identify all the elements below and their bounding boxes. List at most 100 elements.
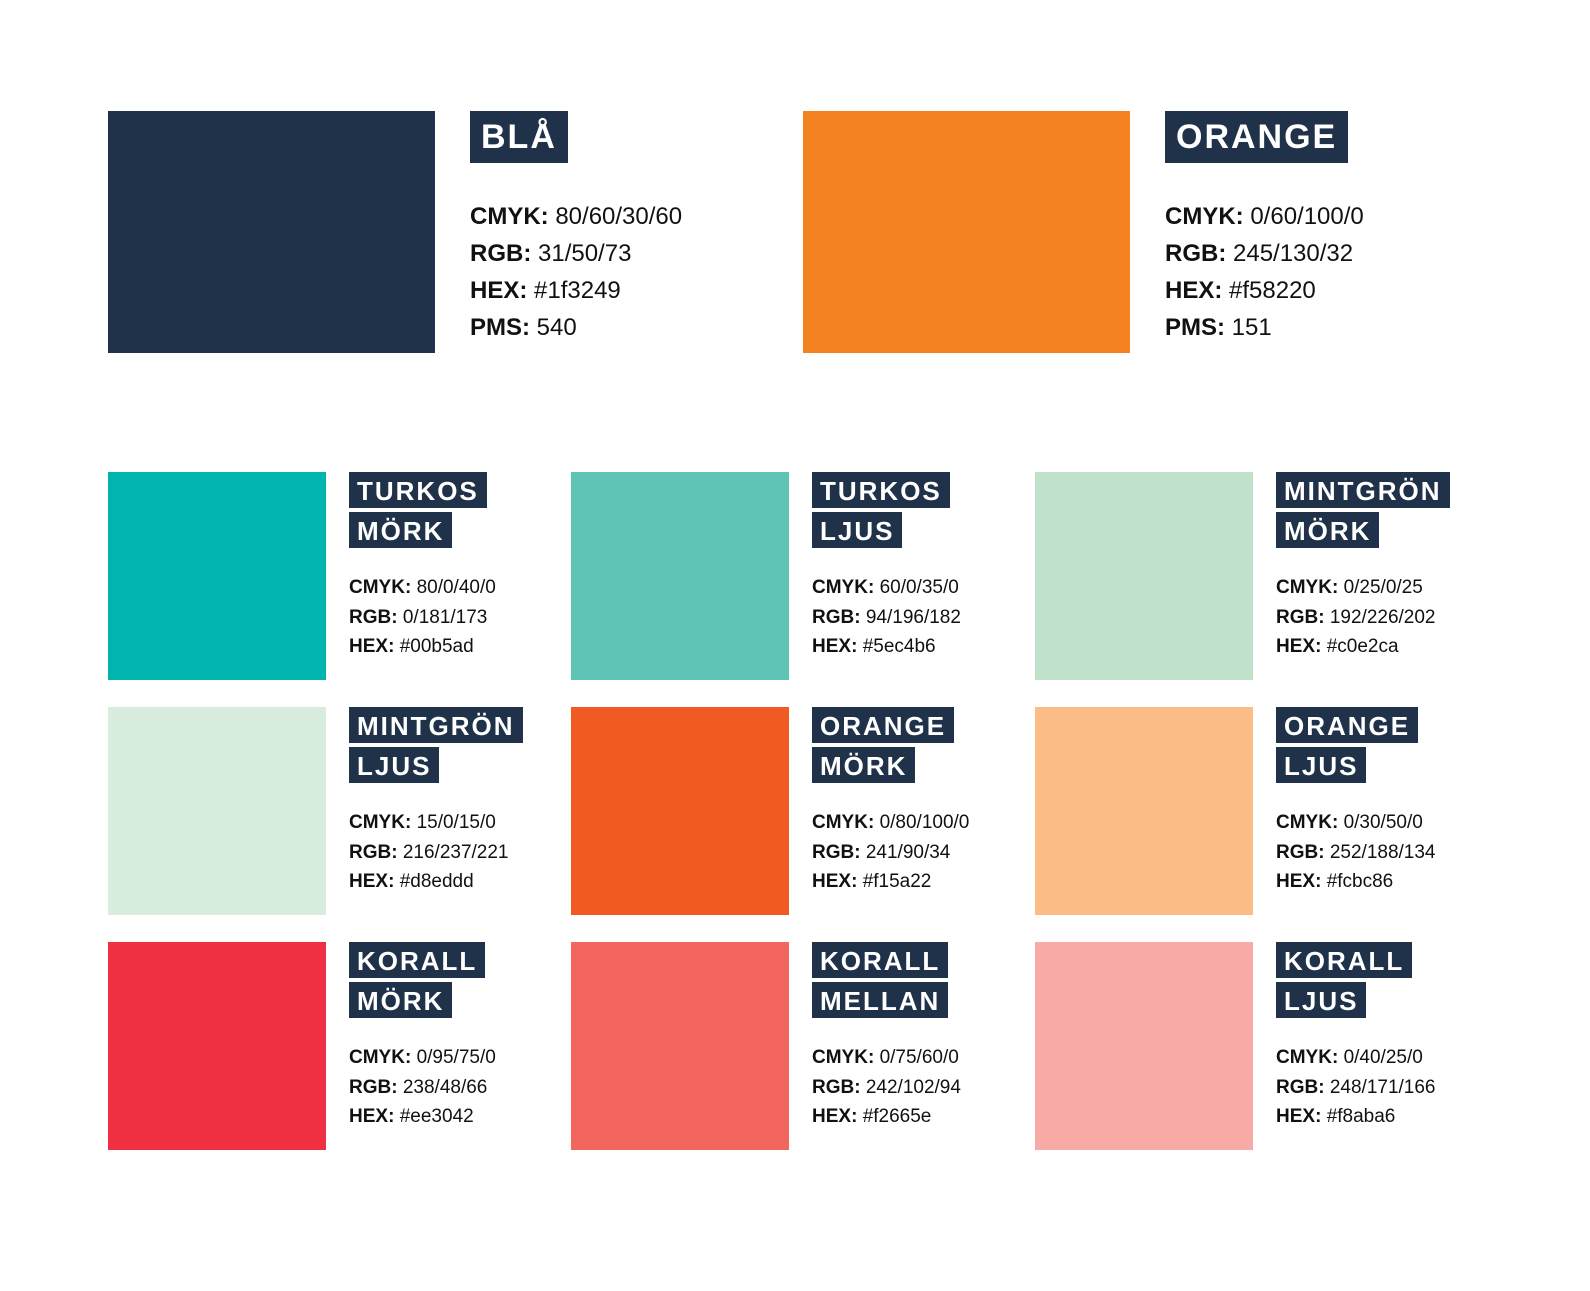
spec-key: CMYK: bbox=[349, 577, 412, 598]
color-specs: CMYK: 0/80/100/0 RGB: 241/90/34 HEX: #f15a… bbox=[812, 808, 969, 897]
spec-row: HEX: #f2665e bbox=[812, 1102, 961, 1132]
color-name-label: KORALL MELLAN bbox=[812, 942, 949, 1022]
spec-key: RGB: bbox=[470, 240, 532, 267]
spec-key: RGB: bbox=[812, 1076, 861, 1098]
color-name-line: MELLAN bbox=[812, 982, 949, 1018]
spec-key: CMYK: bbox=[812, 577, 875, 598]
spec-value: 31/50/73 bbox=[538, 240, 632, 267]
color-name-line: LJUS bbox=[349, 747, 440, 783]
color-name-line: BLÅ bbox=[470, 111, 568, 163]
spec-value: 0/80/100/0 bbox=[879, 812, 970, 833]
spec-value: 0/60/100/0 bbox=[1250, 203, 1364, 230]
spec-key: PMS: bbox=[470, 314, 530, 341]
spec-row: RGB: 0/181/173 bbox=[349, 603, 496, 633]
spec-key: HEX: bbox=[470, 277, 528, 304]
color-name-label: ORANGE LJUS bbox=[1276, 707, 1419, 787]
color-name-line: MINTGRÖN bbox=[349, 707, 523, 743]
color-name-line: MÖRK bbox=[349, 982, 453, 1018]
spec-row: CMYK: 0/60/100/0 bbox=[1165, 198, 1364, 235]
color-specs: CMYK: 0/30/50/0 RGB: 252/188/134 HEX: #fcb… bbox=[1276, 808, 1436, 897]
spec-value: #f2665e bbox=[862, 1106, 932, 1127]
color-name-line: ORANGE bbox=[812, 707, 955, 743]
spec-value: 80/60/30/60 bbox=[555, 203, 683, 230]
spec-row: HEX: #f8aba6 bbox=[1276, 1102, 1436, 1132]
color-swatch bbox=[571, 942, 789, 1150]
spec-row: HEX: #5ec4b6 bbox=[812, 632, 961, 662]
spec-key: CMYK: bbox=[349, 812, 412, 833]
spec-key: HEX: bbox=[812, 1106, 858, 1127]
spec-row: CMYK: 0/40/25/0 bbox=[1276, 1043, 1436, 1073]
spec-row: RGB: 238/48/66 bbox=[349, 1073, 496, 1103]
spec-key: HEX: bbox=[349, 871, 395, 892]
color-swatch bbox=[1035, 472, 1253, 680]
color-name-label: KORALL LJUS bbox=[1276, 942, 1413, 1022]
color-name-label: BLÅ bbox=[470, 111, 568, 163]
color-name-line: MINTGRÖN bbox=[1276, 472, 1450, 508]
spec-key: HEX: bbox=[812, 871, 858, 892]
color-name-line: KORALL bbox=[812, 942, 949, 978]
color-name-line: TURKOS bbox=[812, 472, 950, 508]
color-swatch bbox=[108, 942, 326, 1150]
spec-row: HEX: #00b5ad bbox=[349, 632, 496, 662]
spec-value: 15/0/15/0 bbox=[416, 812, 496, 833]
color-name-line: TURKOS bbox=[349, 472, 487, 508]
spec-row: HEX: #1f3249 bbox=[470, 272, 682, 309]
spec-value: 192/226/202 bbox=[1329, 606, 1436, 628]
spec-value: 540 bbox=[536, 314, 577, 341]
spec-row: RGB: 242/102/94 bbox=[812, 1073, 961, 1103]
color-specs: CMYK: 0/60/100/0 RGB: 245/130/32 HEX: #f58… bbox=[1165, 198, 1364, 346]
spec-value: #fcbc86 bbox=[1326, 871, 1394, 892]
spec-value: #f58220 bbox=[1229, 277, 1316, 304]
spec-value: #00b5ad bbox=[399, 636, 474, 657]
spec-key: HEX: bbox=[1276, 1106, 1322, 1127]
spec-row: PMS: 151 bbox=[1165, 309, 1364, 346]
spec-value: 60/0/35/0 bbox=[879, 577, 959, 598]
spec-row: HEX: #c0e2ca bbox=[1276, 632, 1436, 662]
spec-key: RGB: bbox=[349, 841, 398, 863]
color-specs: CMYK: 15/0/15/0 RGB: 216/237/221 HEX: #d8e… bbox=[349, 808, 509, 897]
spec-key: HEX: bbox=[349, 636, 395, 657]
color-specs: CMYK: 0/40/25/0 RGB: 248/171/166 HEX: #f8a… bbox=[1276, 1043, 1436, 1132]
color-specs: CMYK: 0/95/75/0 RGB: 238/48/66 HEX: #ee304… bbox=[349, 1043, 496, 1132]
spec-key: RGB: bbox=[1165, 240, 1227, 267]
color-swatch bbox=[108, 472, 326, 680]
spec-value: 0/75/60/0 bbox=[879, 1047, 959, 1068]
spec-value: #ee3042 bbox=[399, 1106, 474, 1127]
spec-value: 151 bbox=[1231, 314, 1272, 341]
spec-value: 0/25/0/25 bbox=[1343, 577, 1423, 598]
spec-row: CMYK: 0/80/100/0 bbox=[812, 808, 969, 838]
spec-row: RGB: 31/50/73 bbox=[470, 235, 682, 272]
color-specs: CMYK: 80/60/30/60 RGB: 31/50/73 HEX: #1f32… bbox=[470, 198, 682, 346]
spec-row: RGB: 252/188/134 bbox=[1276, 838, 1436, 868]
spec-value: 94/196/182 bbox=[865, 606, 961, 628]
color-name-label: ORANGE MÖRK bbox=[812, 707, 955, 787]
spec-value: 80/0/40/0 bbox=[416, 577, 496, 598]
color-name-label: KORALL MÖRK bbox=[349, 942, 486, 1022]
spec-row: CMYK: 0/95/75/0 bbox=[349, 1043, 496, 1073]
spec-key: CMYK: bbox=[470, 203, 549, 230]
spec-value: #c0e2ca bbox=[1326, 636, 1399, 657]
spec-key: RGB: bbox=[1276, 841, 1325, 863]
color-name-label: TURKOS MÖRK bbox=[349, 472, 487, 552]
spec-value: #d8eddd bbox=[399, 871, 474, 892]
spec-row: RGB: 248/171/166 bbox=[1276, 1073, 1436, 1103]
spec-value: 248/171/166 bbox=[1329, 1076, 1436, 1098]
spec-key: CMYK: bbox=[1276, 577, 1339, 598]
spec-key: RGB: bbox=[812, 606, 861, 628]
spec-key: RGB: bbox=[812, 841, 861, 863]
spec-row: RGB: 216/237/221 bbox=[349, 838, 509, 868]
spec-row: HEX: #f58220 bbox=[1165, 272, 1364, 309]
spec-value: 252/188/134 bbox=[1329, 841, 1436, 863]
color-specs: CMYK: 0/25/0/25 RGB: 192/226/202 HEX: #c0e… bbox=[1276, 573, 1436, 662]
spec-key: HEX: bbox=[349, 1106, 395, 1127]
spec-key: RGB: bbox=[349, 1076, 398, 1098]
color-swatch bbox=[803, 111, 1130, 353]
spec-row: RGB: 245/130/32 bbox=[1165, 235, 1364, 272]
spec-row: RGB: 192/226/202 bbox=[1276, 603, 1436, 633]
spec-value: 0/30/50/0 bbox=[1343, 812, 1423, 833]
spec-row: CMYK: 80/60/30/60 bbox=[470, 198, 682, 235]
color-swatch bbox=[571, 472, 789, 680]
spec-key: PMS: bbox=[1165, 314, 1225, 341]
spec-value: 0/40/25/0 bbox=[1343, 1047, 1423, 1068]
color-name-line: KORALL bbox=[1276, 942, 1413, 978]
